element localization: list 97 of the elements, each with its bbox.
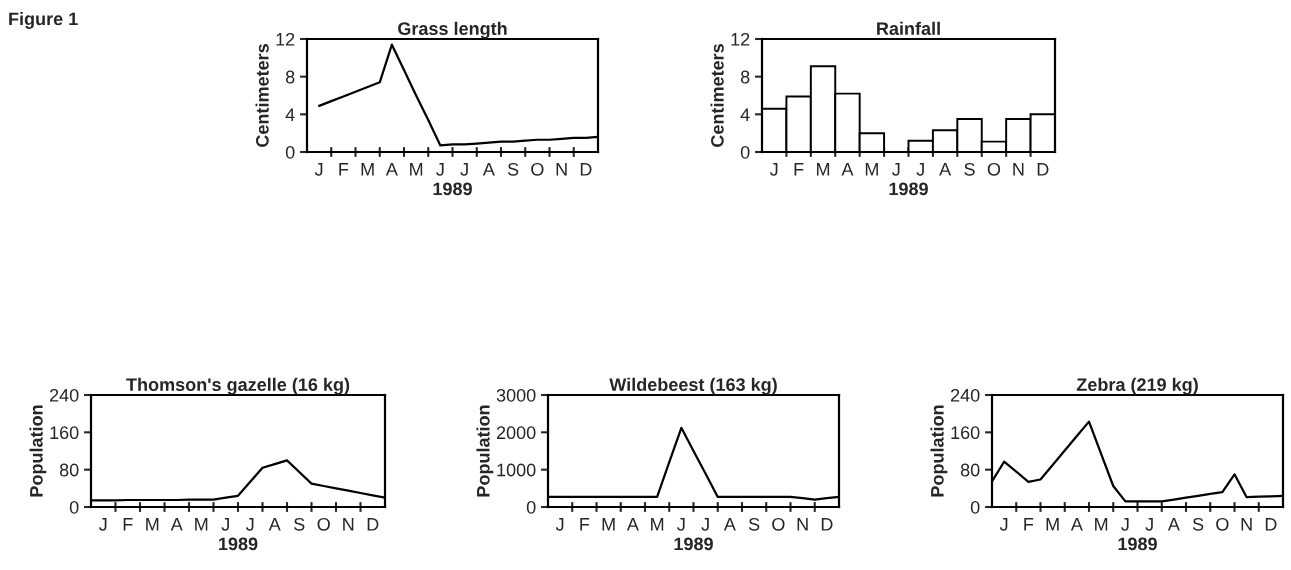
x-tick-label: N — [1241, 518, 1252, 531]
y-axis-title: Population — [930, 405, 948, 497]
x-tick-label: J — [999, 518, 1008, 531]
chart-title: Wildebeest (163 kg) — [609, 377, 777, 395]
x-tick-label: A — [385, 163, 398, 176]
y-tick-label: 160 — [50, 426, 79, 440]
x-tick-label: D — [821, 518, 833, 531]
x-tick-label: J — [221, 518, 229, 531]
caption: Figure 1 — [9, 12, 78, 29]
x-tick-label: O — [1216, 517, 1229, 531]
y-tick-label: 4 — [285, 108, 295, 121]
x-tick-label: J — [677, 518, 685, 531]
chart-title: Grass length — [398, 21, 507, 39]
y-tick-label: 80 — [59, 463, 79, 477]
y-tick-label: 3000 — [496, 388, 536, 402]
x-tick-label: J — [916, 163, 924, 176]
y-axis-title: Population — [476, 405, 494, 497]
y-tick-label: 8 — [740, 70, 750, 84]
y-tick-label: 160 — [951, 426, 980, 440]
x-tick-label: M — [865, 163, 878, 176]
x-tick-label: J — [1145, 518, 1153, 531]
x-tick-label: N — [797, 518, 808, 531]
x-axis-title: 1989 — [1118, 537, 1157, 551]
x-tick-label: A — [939, 163, 952, 176]
x-tick-label: S — [748, 517, 760, 531]
x-tick-label: M — [410, 163, 423, 176]
x-tick-label: F — [339, 163, 349, 176]
y-axis-title: Centimeters — [710, 44, 724, 147]
y-tick-label: 12 — [276, 32, 295, 46]
x-tick-label: M — [602, 518, 615, 531]
y-axis-title: Population — [29, 405, 47, 497]
x-axis-title: 1989 — [889, 182, 928, 196]
y-tick-label: 240 — [950, 388, 980, 402]
x-tick-label: O — [531, 162, 544, 176]
line-series — [318, 43, 598, 147]
x-tick-label: J — [769, 163, 778, 176]
x-tick-label: N — [556, 163, 567, 176]
x-tick-label: M — [817, 163, 830, 176]
y-tick-label: 1000 — [497, 463, 536, 477]
x-tick-label: J — [892, 163, 900, 176]
x-tick-label: S — [964, 162, 975, 176]
x-tick-label: J — [1121, 518, 1129, 531]
y-tick-label: 240 — [49, 388, 79, 402]
y-tick-label: 4 — [740, 108, 750, 121]
x-tick-label: J — [436, 163, 444, 176]
x-tick-label: S — [1192, 517, 1204, 531]
x-tick-label: D — [1265, 518, 1277, 531]
x-axis-title: 1989 — [433, 182, 472, 196]
x-tick-label: S — [507, 162, 519, 176]
x-tick-label: A — [841, 163, 854, 176]
y-tick-label: 0 — [69, 500, 79, 514]
x-tick-label: A — [723, 518, 736, 531]
x-tick-label: N — [343, 518, 354, 531]
x-tick-label: D — [580, 163, 592, 176]
x-tick-label: M — [651, 518, 664, 531]
y-tick-label: 8 — [285, 70, 295, 84]
x-tick-label: M — [361, 163, 374, 176]
x-tick-label: O — [772, 517, 785, 531]
x-tick-label: A — [626, 518, 639, 531]
y-tick-label: 80 — [960, 463, 980, 477]
y-tick-label: 2000 — [496, 426, 536, 440]
chart-title: Thomson's gazelle (16 kg) — [126, 377, 350, 395]
x-tick-label: A — [1070, 518, 1083, 531]
x-tick-label: D — [367, 518, 379, 531]
x-tick-label: M — [1095, 518, 1108, 531]
y-tick-label: 0 — [526, 500, 536, 514]
x-tick-label: A — [170, 518, 183, 531]
y-tick-label: 0 — [285, 145, 295, 159]
chart-title: Rainfall — [877, 21, 940, 36]
x-tick-label: J — [701, 518, 709, 531]
x-tick-label: N — [1013, 163, 1024, 176]
x-tick-label: J — [460, 163, 468, 176]
x-tick-label: F — [1024, 518, 1034, 531]
y-axis-title: Centimeters — [255, 44, 269, 147]
x-tick-label: A — [482, 163, 495, 176]
x-tick-label: O — [317, 517, 330, 531]
x-tick-label: A — [1167, 518, 1180, 531]
x-tick-label: D — [1037, 163, 1049, 176]
x-axis-title: 1989 — [219, 537, 258, 551]
x-tick-label: F — [794, 163, 804, 176]
x-tick-label: J — [555, 518, 564, 531]
x-tick-label: J — [99, 518, 107, 531]
x-tick-label: M — [195, 518, 208, 531]
x-tick-label: M — [1046, 518, 1059, 531]
x-tick-label: A — [268, 518, 281, 531]
chart-title: Zebra (219 kg) — [1076, 377, 1198, 395]
x-tick-label: O — [987, 162, 1001, 176]
x-tick-label: F — [123, 518, 133, 531]
y-tick-label: 12 — [731, 32, 750, 46]
x-tick-label: J — [246, 518, 254, 531]
x-tick-label: F — [580, 518, 590, 531]
x-tick-label: J — [314, 163, 323, 176]
x-tick-label: S — [294, 517, 305, 531]
x-axis-title: 1989 — [674, 537, 713, 551]
y-tick-label: 0 — [970, 500, 980, 514]
y-tick-label: 0 — [740, 145, 750, 159]
x-tick-label: M — [146, 518, 159, 531]
